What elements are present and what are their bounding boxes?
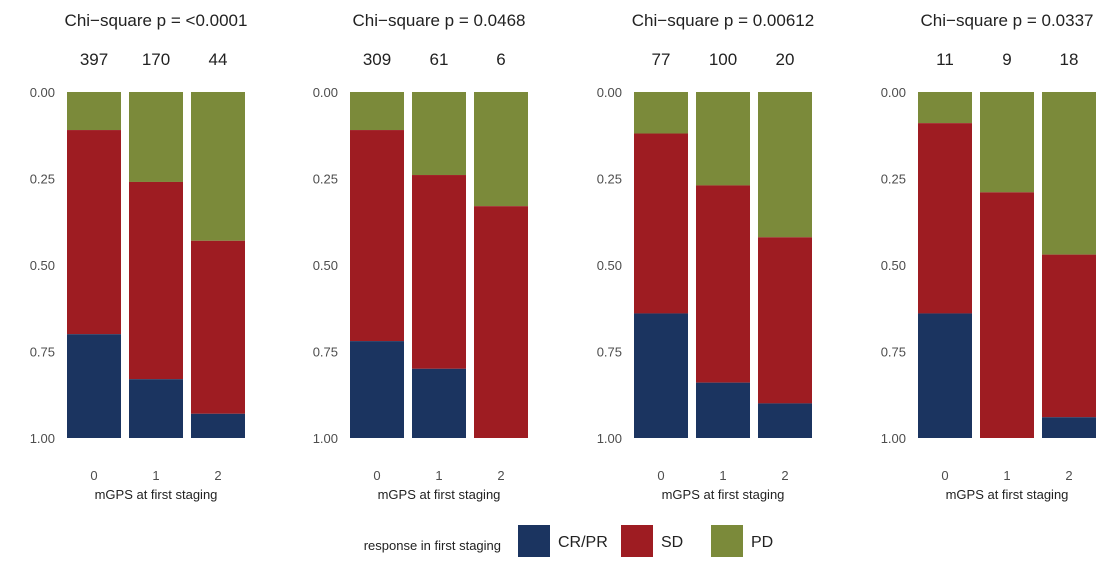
panel-1-bar-1-pd bbox=[129, 92, 183, 182]
panel-2-bar-0-cr-pr bbox=[350, 341, 404, 438]
panel-4-count-label: 18 bbox=[1060, 50, 1079, 69]
panel-4-y-tick-label: 0.25 bbox=[881, 172, 906, 187]
legend-label-pd: PD bbox=[751, 534, 773, 551]
panel-1-bar-1-sd bbox=[129, 181, 183, 380]
panel-1-count-label: 44 bbox=[209, 50, 228, 69]
panel-3-x-tick-label: 2 bbox=[781, 468, 788, 483]
panel-3-count-label: 77 bbox=[652, 50, 671, 69]
legend-label-sd: SD bbox=[661, 534, 683, 551]
legend-swatch-pd bbox=[711, 525, 743, 557]
panel-4-bar-0-sd bbox=[918, 123, 972, 314]
panel-2-bar-1-pd bbox=[412, 92, 466, 176]
panel-3-y-tick-label: 0.25 bbox=[597, 172, 622, 187]
panel-4-bar-1-pd bbox=[980, 92, 1034, 193]
panel-2-x-tick-label: 2 bbox=[497, 468, 504, 483]
panel-2-title: Chi−square p = 0.0468 bbox=[353, 11, 526, 30]
panel-1-bar-0-sd bbox=[67, 130, 121, 335]
panel-2-count-label: 309 bbox=[363, 50, 391, 69]
panel-3-bar-1-pd bbox=[696, 92, 750, 186]
panel-3-count-label: 20 bbox=[776, 50, 795, 69]
panel-1-count-label: 397 bbox=[80, 50, 108, 69]
panel-1-x-tick-label: 0 bbox=[90, 468, 97, 483]
panel-2-y-tick-label: 0.25 bbox=[313, 172, 338, 187]
panel-4-bar-0-cr-pr bbox=[918, 313, 972, 438]
panel-4-bar-2-sd bbox=[1042, 254, 1096, 418]
panel-4-y-tick-label: 0.75 bbox=[881, 345, 906, 360]
panel-2-count-label: 6 bbox=[496, 50, 505, 69]
panel-2-y-tick-label: 1.00 bbox=[313, 431, 338, 446]
panel-3-y-tick-label: 1.00 bbox=[597, 431, 622, 446]
panel-4-bar-2-pd bbox=[1042, 92, 1096, 255]
panel-3-bar-2-sd bbox=[758, 237, 812, 404]
panel-4-bar-2-cr-pr bbox=[1042, 417, 1096, 438]
panel-3-x-tick-label: 1 bbox=[719, 468, 726, 483]
panel-1-bar-0-pd bbox=[67, 92, 121, 131]
panel-4-y-tick-label: 1.00 bbox=[881, 431, 906, 446]
panel-2-bar-1-sd bbox=[412, 175, 466, 369]
panel-3-bar-0-cr-pr bbox=[634, 313, 688, 438]
panel-3-bar-0-sd bbox=[634, 133, 688, 314]
panel-2-x-tick-label: 1 bbox=[435, 468, 442, 483]
legend-label-cr-pr: CR/PR bbox=[558, 534, 608, 551]
panel-4-bar-1-sd bbox=[980, 192, 1034, 438]
panel-1-count-label: 170 bbox=[142, 50, 170, 69]
panel-1-x-axis-label: mGPS at first staging bbox=[95, 487, 218, 502]
panel-3-bar-0-pd bbox=[634, 92, 688, 134]
panel-1-y-tick-label: 1.00 bbox=[30, 431, 55, 446]
panel-2-y-tick-label: 0.50 bbox=[313, 258, 338, 273]
panel-4-title: Chi−square p = 0.0337 bbox=[921, 11, 1094, 30]
panel-2-y-tick-label: 0.00 bbox=[313, 85, 338, 100]
panel-1-y-tick-label: 0.25 bbox=[30, 172, 55, 187]
legend-title: response in first staging bbox=[364, 538, 501, 553]
panel-2-count-label: 61 bbox=[430, 50, 449, 69]
panel-4-x-tick-label: 1 bbox=[1003, 468, 1010, 483]
panel-1-bar-1-cr-pr bbox=[129, 379, 183, 438]
panel-3-bar-2-cr-pr bbox=[758, 403, 812, 438]
panel-1-x-tick-label: 1 bbox=[152, 468, 159, 483]
panel-1-bar-2-pd bbox=[191, 92, 245, 241]
panel-2-x-axis-label: mGPS at first staging bbox=[378, 487, 501, 502]
panel-3-y-tick-label: 0.00 bbox=[597, 85, 622, 100]
panel-3-bar-1-cr-pr bbox=[696, 382, 750, 438]
panel-3-y-tick-label: 0.50 bbox=[597, 258, 622, 273]
panel-1-bar-2-cr-pr bbox=[191, 413, 245, 438]
panel-2-bar-2-sd bbox=[474, 206, 528, 438]
panel-3-bar-1-sd bbox=[696, 185, 750, 383]
panel-4-count-label: 9 bbox=[1002, 50, 1011, 69]
panel-4-bar-0-pd bbox=[918, 92, 972, 124]
panel-3-title: Chi−square p = 0.00612 bbox=[632, 11, 814, 30]
panel-2-bar-2-pd bbox=[474, 92, 528, 207]
panel-2-y-tick-label: 0.75 bbox=[313, 345, 338, 360]
panel-4-x-tick-label: 0 bbox=[941, 468, 948, 483]
legend-swatch-cr-pr bbox=[518, 525, 550, 557]
panel-4-x-tick-label: 2 bbox=[1065, 468, 1072, 483]
panel-1-x-tick-label: 2 bbox=[214, 468, 221, 483]
panel-1-bar-0-cr-pr bbox=[67, 334, 121, 438]
panel-2-bar-1-cr-pr bbox=[412, 368, 466, 438]
panel-4-count-label: 11 bbox=[936, 50, 954, 69]
legend-swatch-sd bbox=[621, 525, 653, 557]
panel-3-x-tick-label: 0 bbox=[657, 468, 664, 483]
panel-1-title: Chi−square p = <0.0001 bbox=[65, 11, 248, 30]
panel-4-y-tick-label: 0.50 bbox=[881, 258, 906, 273]
panel-3-x-axis-label: mGPS at first staging bbox=[662, 487, 785, 502]
panel-2-x-tick-label: 0 bbox=[373, 468, 380, 483]
panel-2-bar-0-sd bbox=[350, 130, 404, 342]
panel-3-bar-2-pd bbox=[758, 92, 812, 238]
panel-1-y-tick-label: 0.50 bbox=[30, 258, 55, 273]
panel-4-y-tick-label: 0.00 bbox=[881, 85, 906, 100]
panel-3-count-label: 100 bbox=[709, 50, 737, 69]
panel-4-x-axis-label: mGPS at first staging bbox=[946, 487, 1069, 502]
panel-3-y-tick-label: 0.75 bbox=[597, 345, 622, 360]
panel-1-y-tick-label: 0.00 bbox=[30, 85, 55, 100]
panel-1-bar-2-sd bbox=[191, 240, 245, 414]
panel-1-y-tick-label: 0.75 bbox=[30, 345, 55, 360]
panel-2-bar-0-pd bbox=[350, 92, 404, 131]
